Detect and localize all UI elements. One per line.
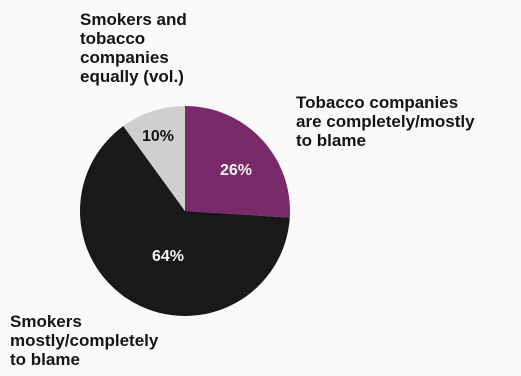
pct-label-tobacco-companies: 26%: [220, 162, 252, 179]
slice-label-smokers: Smokers mostly/completely to blame: [10, 312, 159, 369]
pie-slice-tobacco-companies: [185, 106, 291, 218]
slice-label-tobacco-companies: Tobacco companies are completely/mostly …: [296, 93, 475, 150]
pct-label-smokers: 64%: [152, 248, 184, 265]
slice-label-equally: Smokers and tobacco companies equally (v…: [80, 10, 187, 86]
pie-slice-equally: [123, 106, 185, 211]
pct-label-equally: 10%: [142, 128, 174, 145]
pie-slice-smokers: [80, 126, 290, 316]
